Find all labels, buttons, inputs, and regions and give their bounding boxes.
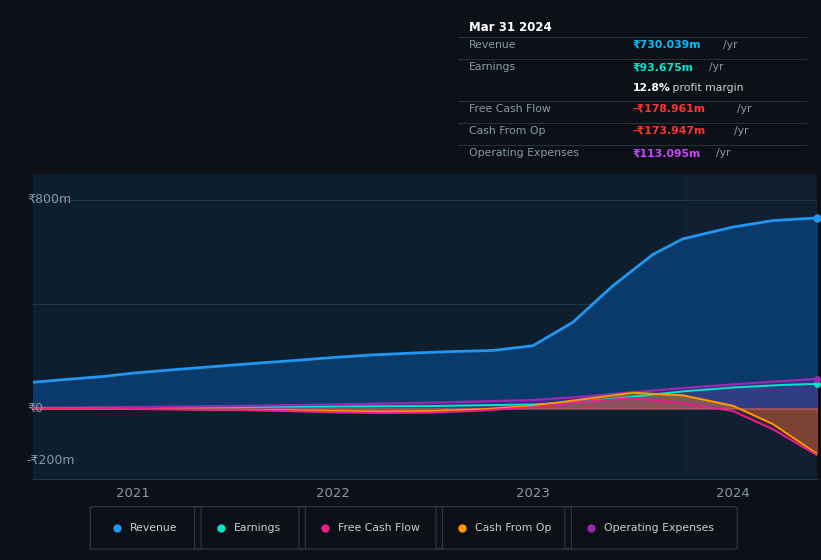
Text: -₹173.947m: -₹173.947m — [633, 126, 706, 136]
Text: Revenue: Revenue — [469, 40, 516, 50]
Text: ₹113.095m: ₹113.095m — [633, 148, 701, 158]
Text: ₹800m: ₹800m — [27, 193, 71, 206]
Text: Revenue: Revenue — [130, 523, 177, 533]
Text: Earnings: Earnings — [469, 62, 516, 72]
Text: Operating Expenses: Operating Expenses — [469, 148, 579, 158]
Text: Cash From Op: Cash From Op — [475, 523, 552, 533]
Text: Earnings: Earnings — [234, 523, 281, 533]
Text: /yr: /yr — [737, 104, 752, 114]
Text: -₹200m: -₹200m — [27, 454, 76, 467]
Text: profit margin: profit margin — [669, 83, 744, 93]
Text: Cash From Op: Cash From Op — [469, 126, 545, 136]
Text: Operating Expenses: Operating Expenses — [604, 523, 714, 533]
Text: ₹0: ₹0 — [27, 402, 43, 415]
Text: Free Cash Flow: Free Cash Flow — [469, 104, 550, 114]
Text: Free Cash Flow: Free Cash Flow — [338, 523, 420, 533]
Text: /yr: /yr — [709, 62, 724, 72]
Text: /yr: /yr — [723, 40, 738, 50]
Text: ₹93.675m: ₹93.675m — [633, 62, 694, 72]
Text: /yr: /yr — [717, 148, 731, 158]
Text: -₹178.961m: -₹178.961m — [633, 104, 705, 114]
Text: /yr: /yr — [734, 126, 748, 136]
Text: ₹730.039m: ₹730.039m — [633, 40, 701, 50]
Text: Mar 31 2024: Mar 31 2024 — [469, 21, 552, 34]
Text: 12.8%: 12.8% — [633, 83, 671, 93]
Bar — [683, 174, 817, 479]
